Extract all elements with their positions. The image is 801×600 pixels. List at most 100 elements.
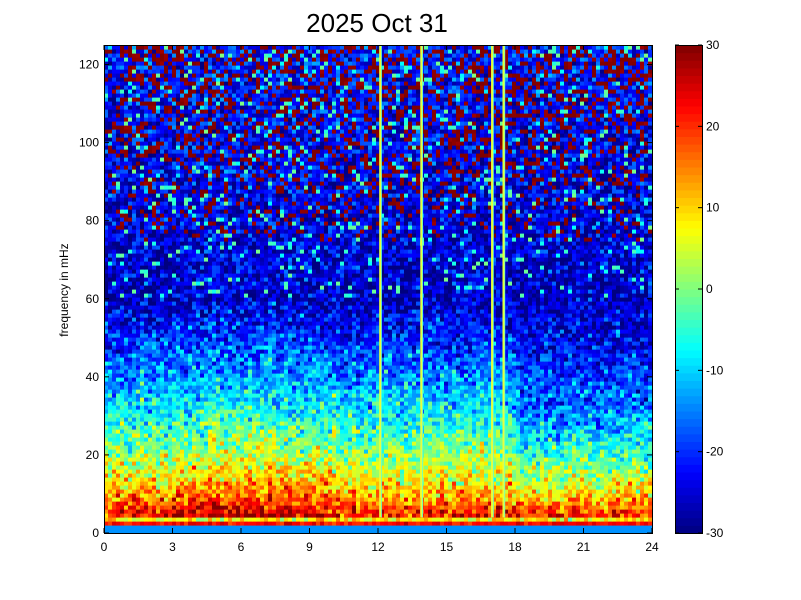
heatmap-cell bbox=[364, 489, 369, 494]
heatmap-cell bbox=[580, 529, 585, 534]
heatmap-cell bbox=[372, 457, 377, 462]
heatmap-cell bbox=[280, 481, 285, 486]
heatmap-cell bbox=[116, 417, 121, 422]
heatmap-cell bbox=[392, 469, 397, 474]
heatmap-cell bbox=[480, 389, 485, 394]
heatmap-cell bbox=[216, 485, 221, 490]
heatmap-cell bbox=[216, 433, 221, 438]
heatmap-cell bbox=[124, 505, 129, 510]
heatmap-cell bbox=[236, 437, 241, 442]
heatmap-cell bbox=[520, 505, 525, 510]
heatmap-cell bbox=[312, 453, 317, 458]
heatmap-cell bbox=[412, 437, 417, 442]
heatmap-cell bbox=[636, 505, 641, 510]
heatmap-cell bbox=[508, 453, 513, 458]
heatmap-cell bbox=[544, 421, 549, 426]
heatmap-cell bbox=[388, 477, 393, 482]
heatmap-cell bbox=[136, 505, 141, 510]
heatmap-cell bbox=[456, 425, 461, 430]
heatmap-cell bbox=[532, 529, 537, 534]
heatmap-cell bbox=[376, 441, 381, 446]
heatmap-cell bbox=[516, 501, 521, 506]
heatmap-cell bbox=[208, 505, 213, 510]
heatmap-cell bbox=[352, 493, 357, 498]
heatmap-cell bbox=[520, 461, 525, 466]
heatmap-cell bbox=[572, 501, 577, 506]
heatmap-cell bbox=[492, 421, 497, 426]
heatmap-cell bbox=[248, 401, 253, 406]
heatmap-cell bbox=[136, 497, 141, 502]
heatmap-cell bbox=[172, 453, 177, 458]
heatmap-cell bbox=[216, 449, 221, 454]
heatmap-cell bbox=[344, 493, 349, 498]
heatmap-cell bbox=[572, 457, 577, 462]
heatmap-cell bbox=[244, 509, 249, 514]
heatmap-cell bbox=[352, 385, 357, 390]
heatmap-cell bbox=[488, 497, 493, 502]
heatmap-cell bbox=[404, 393, 409, 398]
heatmap-cell bbox=[108, 513, 113, 518]
heatmap-cell bbox=[504, 421, 509, 426]
heatmap-cell bbox=[604, 485, 609, 490]
heatmap-cell bbox=[572, 509, 577, 514]
heatmap-cell bbox=[644, 445, 649, 450]
heatmap-cell bbox=[396, 497, 401, 502]
heatmap-cell bbox=[640, 509, 645, 514]
heatmap-cell bbox=[136, 397, 141, 402]
heatmap-cell bbox=[480, 393, 485, 398]
heatmap-cell bbox=[496, 413, 501, 418]
heatmap-cell bbox=[464, 501, 469, 506]
heatmap-cell bbox=[524, 409, 529, 414]
heatmap-cell bbox=[644, 401, 649, 406]
heatmap-cell bbox=[272, 525, 277, 530]
heatmap-cell bbox=[440, 421, 445, 426]
heatmap-cell bbox=[120, 405, 125, 410]
heatmap-cell bbox=[196, 517, 201, 522]
heatmap-cell bbox=[284, 477, 289, 482]
heatmap-cell bbox=[488, 489, 493, 494]
heatmap-cell bbox=[500, 429, 505, 434]
heatmap-cell bbox=[192, 473, 197, 478]
heatmap-cell bbox=[376, 485, 381, 490]
heatmap-cell bbox=[120, 437, 125, 442]
heatmap-cell bbox=[252, 433, 257, 438]
heatmap-cell bbox=[484, 465, 489, 470]
heatmap-cell bbox=[280, 521, 285, 526]
heatmap-cell bbox=[168, 453, 173, 458]
heatmap-cell bbox=[316, 433, 321, 438]
heatmap-cell bbox=[548, 517, 553, 522]
heatmap-cell bbox=[432, 449, 437, 454]
heatmap-cell bbox=[140, 397, 145, 402]
heatmap-cell bbox=[388, 421, 393, 426]
heatmap-cell bbox=[180, 497, 185, 502]
plot-area bbox=[104, 45, 653, 534]
heatmap-cell bbox=[264, 517, 269, 522]
heatmap-cell bbox=[360, 469, 365, 474]
heatmap-cell bbox=[620, 461, 625, 466]
heatmap-cell bbox=[600, 497, 605, 502]
heatmap-cell bbox=[552, 445, 557, 450]
heatmap-cell bbox=[200, 397, 205, 402]
heatmap-cell bbox=[476, 517, 481, 522]
heatmap-cell bbox=[176, 521, 181, 526]
heatmap-cell bbox=[260, 465, 265, 470]
heatmap-cell bbox=[552, 501, 557, 506]
heatmap-cell bbox=[136, 417, 141, 422]
heatmap-cell bbox=[128, 477, 133, 482]
heatmap-cell bbox=[352, 477, 357, 482]
heatmap-cell bbox=[520, 521, 525, 526]
heatmap-cell bbox=[156, 441, 161, 446]
heatmap-cell bbox=[260, 401, 265, 406]
heatmap-cell bbox=[376, 521, 381, 526]
heatmap-cell bbox=[168, 477, 173, 482]
heatmap-cell bbox=[240, 517, 245, 522]
heatmap-cell bbox=[264, 393, 269, 398]
heatmap-cell bbox=[240, 465, 245, 470]
heatmap-cell bbox=[164, 389, 169, 394]
heatmap-cell bbox=[384, 481, 389, 486]
heatmap-cell bbox=[344, 485, 349, 490]
heatmap-cell bbox=[316, 437, 321, 442]
heatmap-cell bbox=[152, 489, 157, 494]
heatmap-cell bbox=[596, 389, 601, 394]
heatmap-cell bbox=[496, 497, 501, 502]
